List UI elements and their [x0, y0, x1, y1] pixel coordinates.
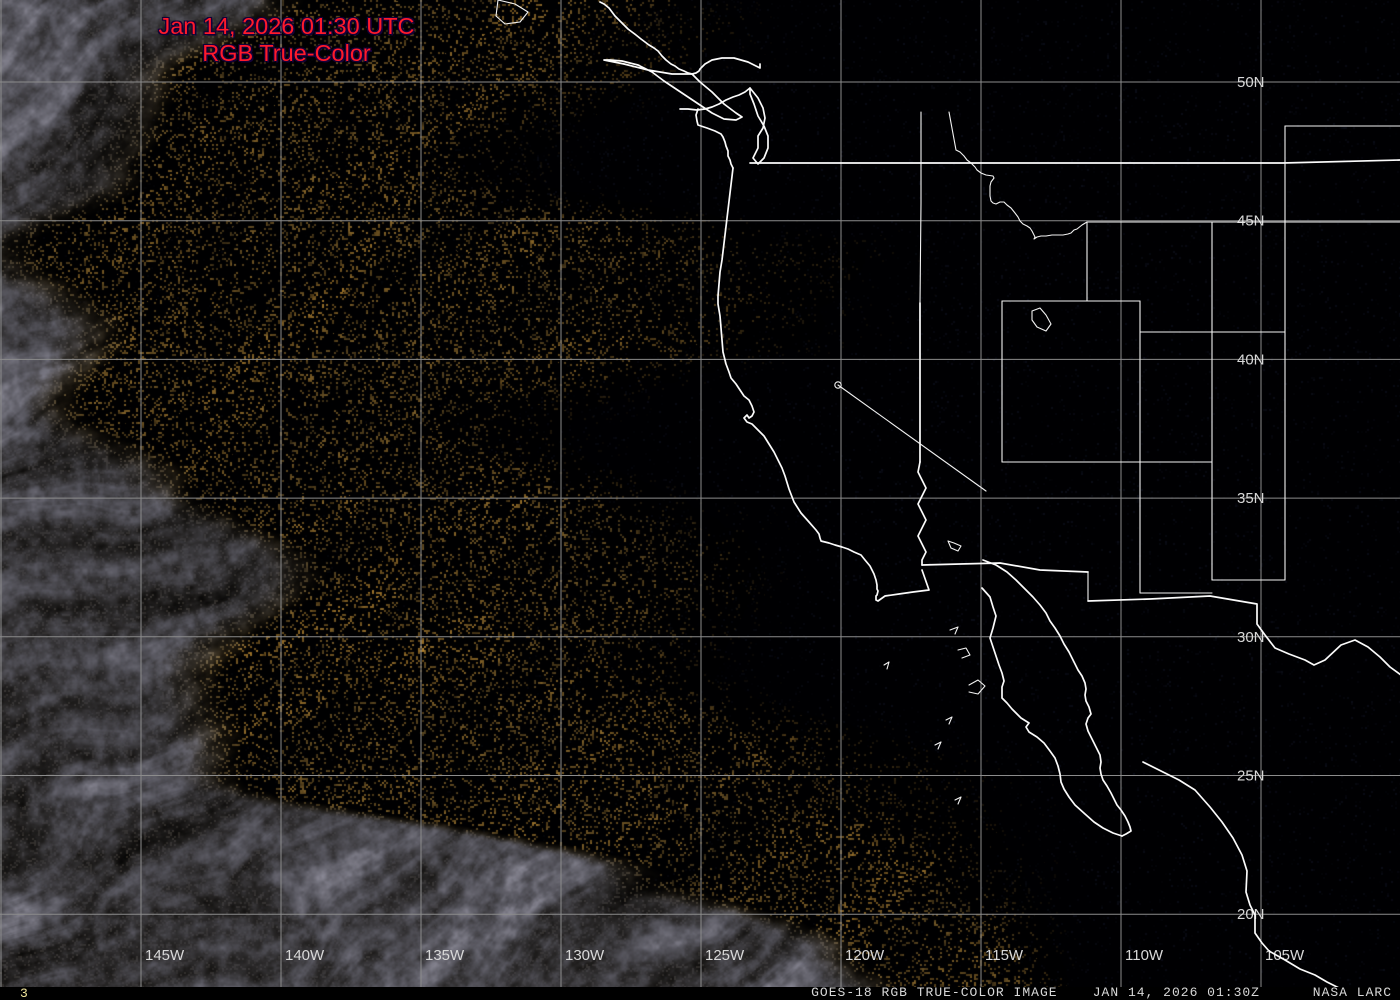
svg-text:145W: 145W [145, 947, 185, 964]
svg-text:50N: 50N [1237, 74, 1265, 91]
svg-text:45N: 45N [1237, 213, 1265, 230]
svg-text:25N: 25N [1237, 768, 1265, 785]
svg-text:135W: 135W [425, 947, 465, 964]
svg-text:35N: 35N [1237, 490, 1265, 507]
svg-text:125W: 125W [705, 947, 745, 964]
svg-text:20N: 20N [1237, 906, 1265, 923]
svg-text:120W: 120W [845, 947, 885, 964]
svg-text:140W: 140W [285, 947, 325, 964]
svg-text:130W: 130W [565, 947, 605, 964]
svg-text:115W: 115W [985, 947, 1024, 964]
svg-text:105W: 105W [1265, 947, 1305, 964]
svg-text:30N: 30N [1237, 629, 1265, 646]
svg-text:40N: 40N [1237, 351, 1265, 368]
svg-text:110W: 110W [1125, 947, 1164, 964]
